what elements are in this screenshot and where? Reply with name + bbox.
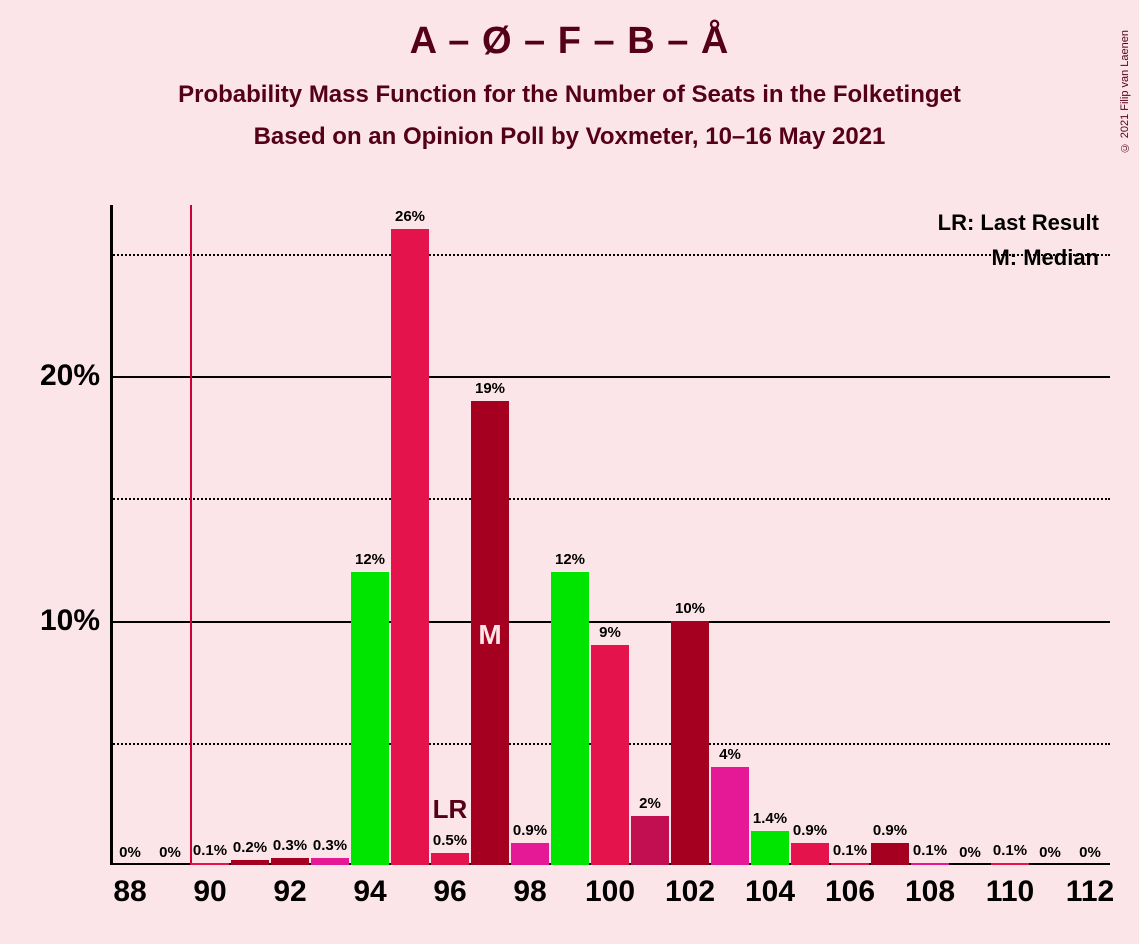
x-tick-label: 100 xyxy=(585,875,635,909)
median-label-in-chart: M xyxy=(478,619,501,651)
bar xyxy=(911,863,949,865)
bar-value-label: 0.1% xyxy=(913,842,947,859)
bar-value-label: 4% xyxy=(719,746,741,763)
x-tick-label: 92 xyxy=(273,875,306,909)
bar-value-label: 0.5% xyxy=(433,832,467,849)
bar xyxy=(311,858,349,865)
y-tick-label: 10% xyxy=(40,604,100,638)
bar xyxy=(551,572,589,865)
x-tick-label: 110 xyxy=(986,875,1034,909)
gridline-major xyxy=(110,376,1110,378)
bar xyxy=(631,816,669,865)
bar xyxy=(271,858,309,865)
x-tick-label: 108 xyxy=(905,875,955,909)
gridline-major xyxy=(110,621,1110,623)
gridline-minor xyxy=(110,498,1110,500)
gridline-minor xyxy=(110,254,1110,256)
bar-value-label: 19% xyxy=(475,380,505,397)
x-tick-label: 102 xyxy=(665,875,715,909)
x-tick-label: 88 xyxy=(113,875,146,909)
bar xyxy=(991,863,1029,865)
bar xyxy=(711,767,749,865)
bar-value-label: 12% xyxy=(555,551,585,568)
bar xyxy=(871,843,909,865)
chart-plot-area: 10%20%0%0%0.1%0.2%0.3%0.3%12%26%0.5%19%0… xyxy=(110,205,1110,865)
bar-value-label: 2% xyxy=(639,795,661,812)
bar-value-label: 26% xyxy=(395,208,425,225)
chart-title: A – Ø – F – B – Å xyxy=(0,20,1139,63)
bar-value-label: 0% xyxy=(1039,844,1061,861)
bar-value-label: 0.3% xyxy=(273,837,307,854)
bar xyxy=(191,863,229,865)
x-tick-label: 94 xyxy=(353,875,386,909)
bar-value-label: 9% xyxy=(599,624,621,641)
bar xyxy=(231,860,269,865)
bar-value-label: 0.3% xyxy=(313,837,347,854)
bar xyxy=(831,863,869,865)
copyright-text: © 2021 Filip van Laenen xyxy=(1119,30,1131,153)
bar-value-label: 0.1% xyxy=(833,842,867,859)
x-tick-label: 104 xyxy=(745,875,795,909)
chart-subtitle-1: Probability Mass Function for the Number… xyxy=(0,81,1139,109)
lr-label-in-chart: LR xyxy=(433,794,468,825)
y-axis xyxy=(110,205,113,865)
bar-value-label: 10% xyxy=(675,600,705,617)
bar xyxy=(431,853,469,865)
bar xyxy=(671,621,709,865)
chart-subtitle-2: Based on an Opinion Poll by Voxmeter, 10… xyxy=(0,123,1139,151)
bar xyxy=(591,645,629,865)
bar-value-label: 0.9% xyxy=(873,822,907,839)
bar xyxy=(791,843,829,865)
bar-value-label: 0.2% xyxy=(233,839,267,856)
x-tick-label: 96 xyxy=(433,875,466,909)
bar-value-label: 0% xyxy=(1079,844,1101,861)
x-tick-label: 106 xyxy=(825,875,875,909)
bar-value-label: 0% xyxy=(959,844,981,861)
bar xyxy=(351,572,389,865)
bar-value-label: 0.9% xyxy=(513,822,547,839)
bar-value-label: 0% xyxy=(119,844,141,861)
x-tick-label: 98 xyxy=(513,875,546,909)
bar-value-label: 0.1% xyxy=(993,842,1027,859)
x-tick-label: 112 xyxy=(1066,875,1114,909)
bar-value-label: 1.4% xyxy=(753,810,787,827)
bar-value-label: 0.1% xyxy=(193,842,227,859)
lr-vertical-line xyxy=(190,205,192,865)
bar-value-label: 12% xyxy=(355,551,385,568)
bar-value-label: 0% xyxy=(159,844,181,861)
bar xyxy=(751,831,789,865)
y-tick-label: 20% xyxy=(40,359,100,393)
bar-value-label: 0.9% xyxy=(793,822,827,839)
x-tick-label: 90 xyxy=(193,875,226,909)
bar xyxy=(511,843,549,865)
bar xyxy=(391,229,429,865)
